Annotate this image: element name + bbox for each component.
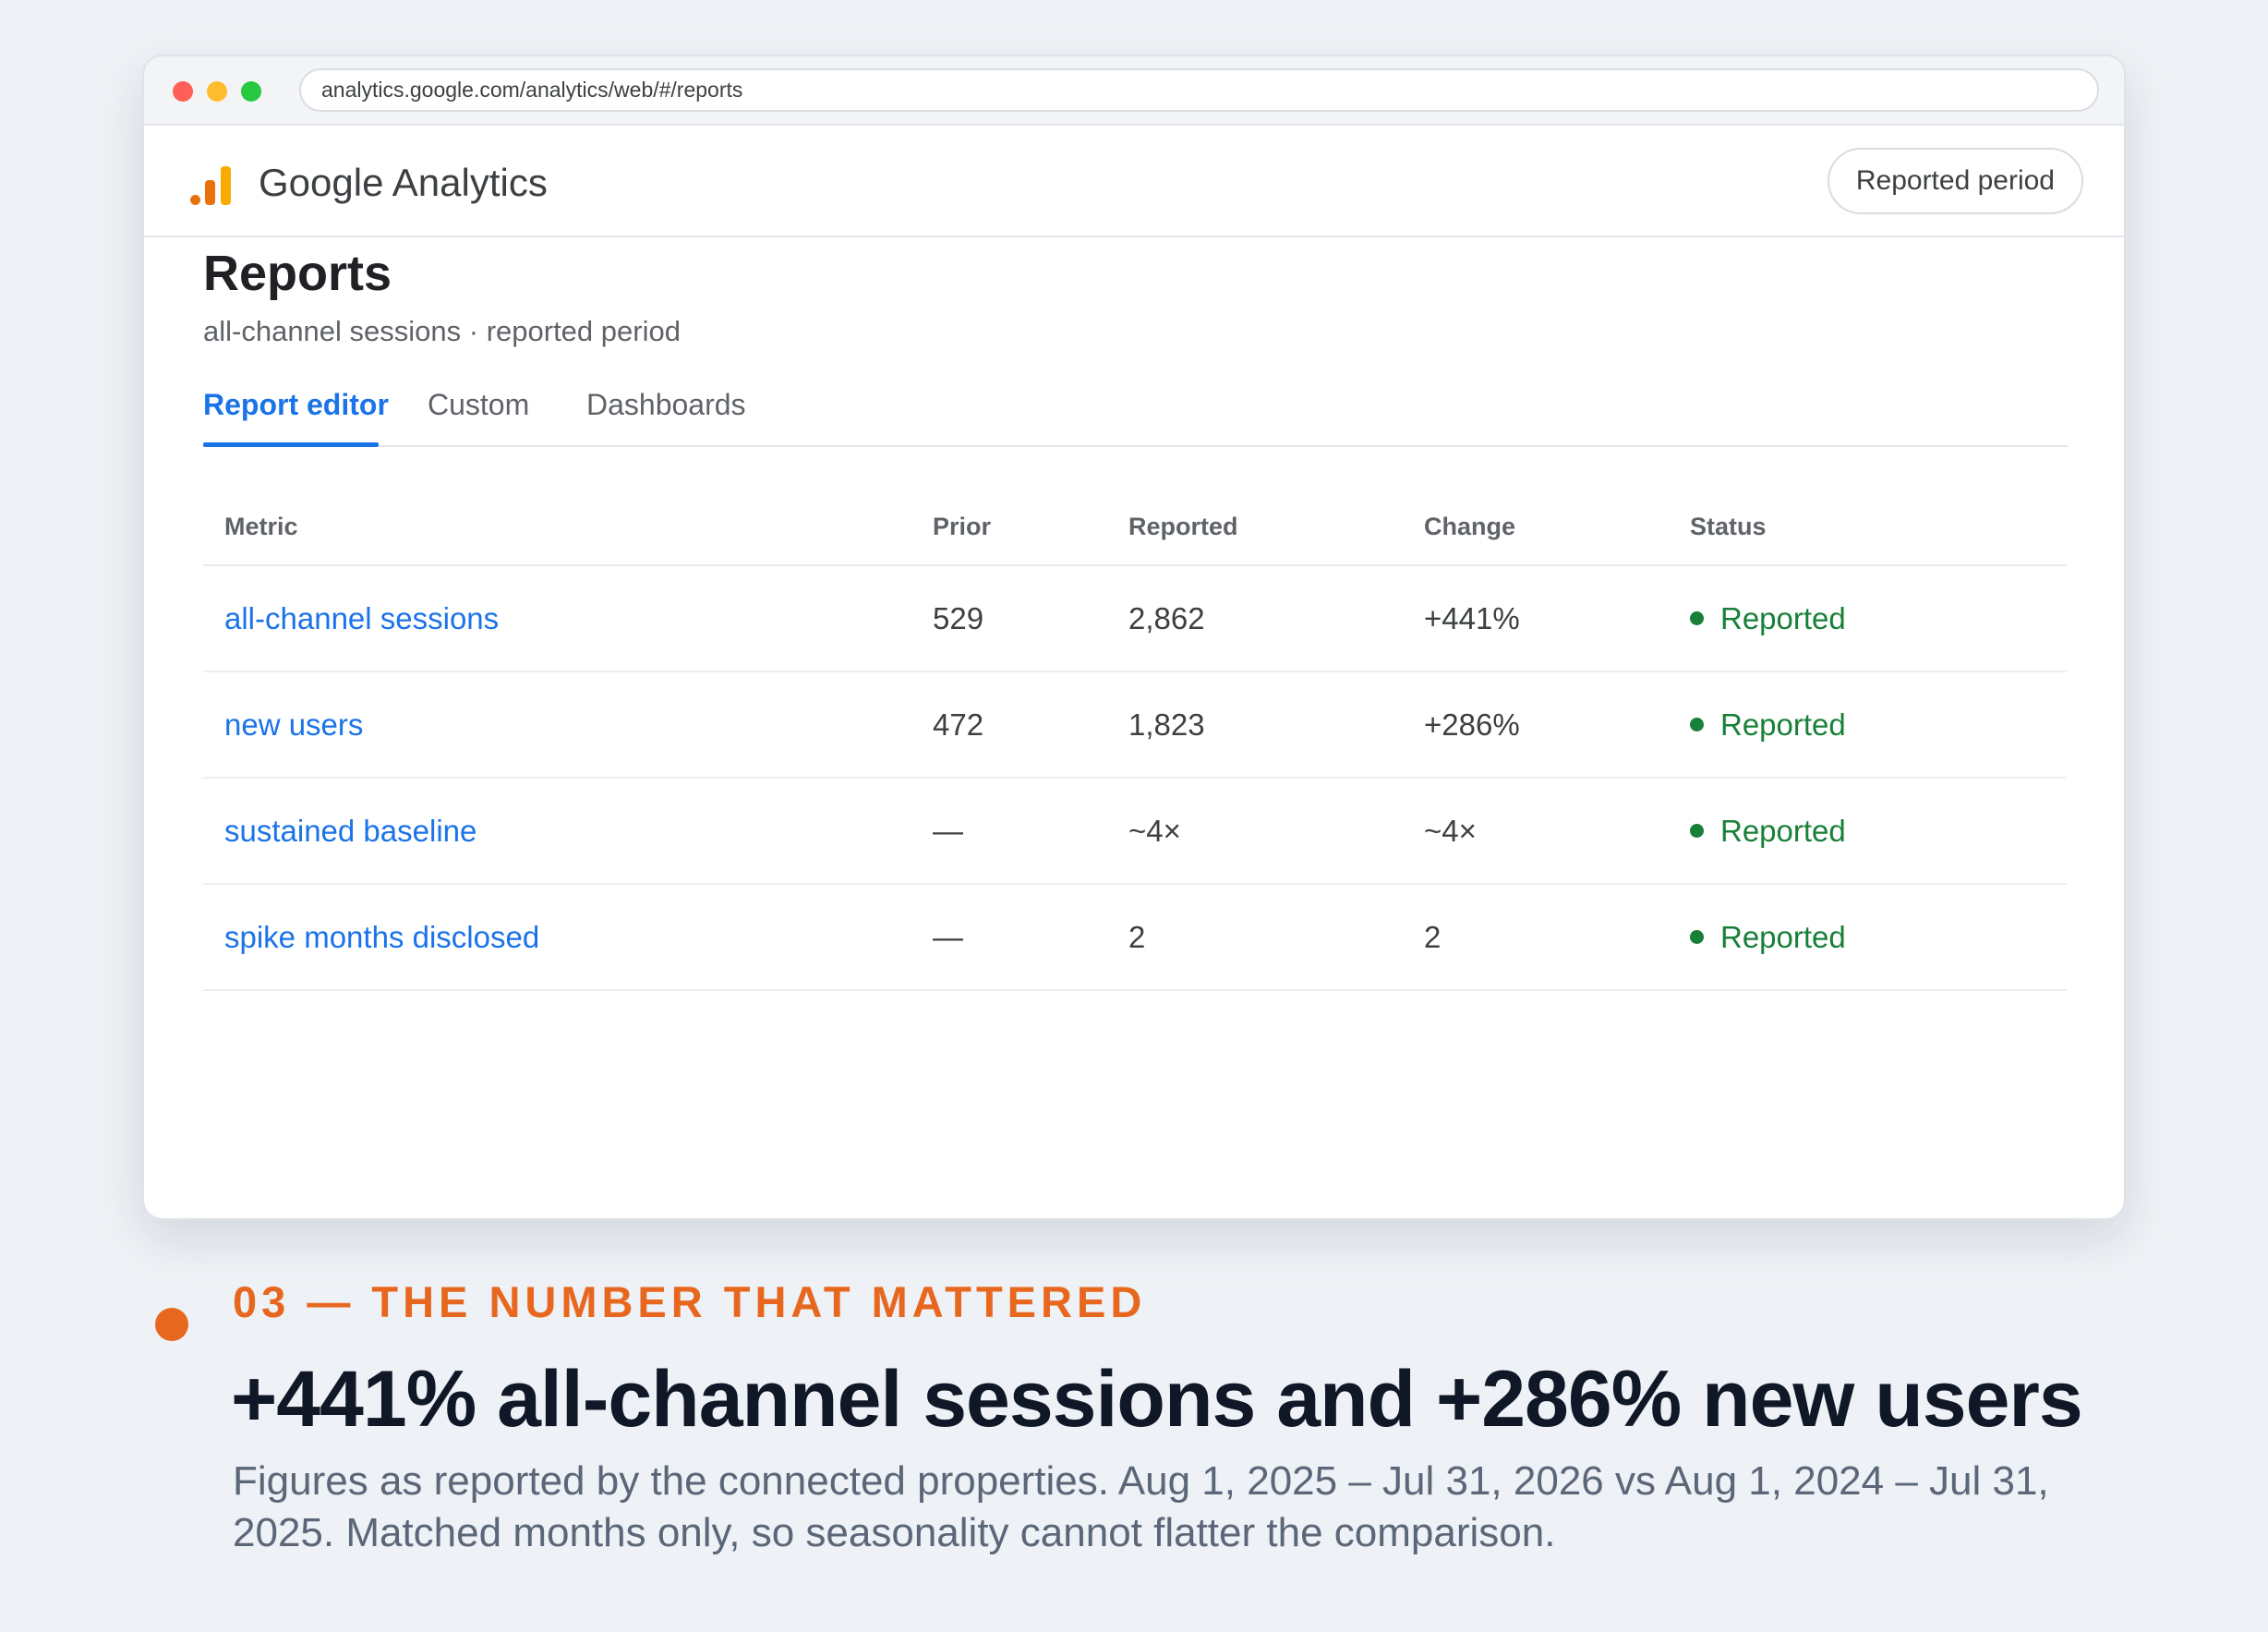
- tab-bar: Report editor Custom Dashboards: [203, 369, 2069, 447]
- status-cell: Reported: [1690, 671, 2067, 779]
- page-subtitle: all-channel sessions · reported period: [203, 315, 681, 347]
- status-label: Reported: [1720, 600, 1846, 635]
- maximize-window-button[interactable]: [241, 81, 261, 102]
- status-label: Reported: [1720, 919, 1846, 954]
- app-header: Google Analytics Reported period: [144, 126, 2124, 237]
- status-dot-icon: [1690, 718, 1704, 732]
- minimize-window-button[interactable]: [207, 81, 227, 102]
- status-dot-icon: [1690, 824, 1704, 839]
- page-title: Reports: [203, 246, 392, 301]
- prior-value: —: [933, 884, 1128, 991]
- column-header-metric[interactable]: Metric: [203, 490, 933, 566]
- change-value: ~4×: [1424, 778, 1690, 885]
- status-label: Reported: [1720, 813, 1846, 848]
- metric-link[interactable]: sustained baseline: [203, 778, 933, 885]
- caption-kicker: 03 — THE NUMBER THAT MATTERED: [233, 1277, 1147, 1326]
- table-row: new users 472 1,823 +286% Reported: [203, 671, 2067, 779]
- change-value: 2: [1424, 884, 1690, 991]
- reported-value: 1,823: [1128, 671, 1424, 779]
- table-row: sustained baseline — ~4× ~4× Reported: [203, 778, 2067, 885]
- status-cell: Reported: [1690, 778, 2067, 885]
- column-header-change[interactable]: Change: [1424, 490, 1690, 566]
- browser-window: analytics.google.com/analytics/web/#/rep…: [142, 54, 2126, 1220]
- change-value: +441%: [1424, 565, 1690, 672]
- reported-value: ~4×: [1128, 778, 1424, 885]
- column-header-status[interactable]: Status: [1690, 490, 2067, 566]
- prior-value: 529: [933, 565, 1128, 672]
- table-row: spike months disclosed — 2 2 Reported: [203, 884, 2067, 991]
- reported-value: 2: [1128, 884, 1424, 991]
- reported-value: 2,862: [1128, 565, 1424, 672]
- status-dot-icon: [1690, 930, 1704, 945]
- table-header-row: Metric Prior Reported Change Status: [203, 490, 2067, 566]
- close-window-button[interactable]: [173, 81, 193, 102]
- metric-link[interactable]: all-channel sessions: [203, 565, 933, 672]
- bullet-dot-icon: [155, 1308, 188, 1341]
- browser-chrome: analytics.google.com/analytics/web/#/rep…: [144, 56, 2124, 126]
- main-content: Reports all-channel sessions · reported …: [203, 237, 2069, 991]
- tab-dashboards[interactable]: Dashboards: [586, 388, 746, 421]
- analytics-logo-icon: [190, 164, 233, 205]
- table-row: all-channel sessions 529 2,862 +441% Rep…: [203, 565, 2067, 672]
- metrics-table: Metric Prior Reported Change Status all-…: [203, 490, 2067, 991]
- active-tab-indicator: [203, 442, 379, 447]
- column-header-prior[interactable]: Prior: [933, 490, 1128, 566]
- app-brand: Google Analytics: [259, 161, 548, 204]
- column-header-reported[interactable]: Reported: [1128, 490, 1424, 566]
- caption-headline: +441% all-channel sessions and +286% new…: [231, 1355, 2083, 1444]
- status-cell: Reported: [1690, 884, 2067, 991]
- reported-period-button[interactable]: Reported period: [1827, 148, 2083, 214]
- metric-link[interactable]: spike months disclosed: [203, 884, 933, 991]
- metric-link[interactable]: new users: [203, 671, 933, 779]
- status-label: Reported: [1720, 707, 1846, 742]
- status-cell: Reported: [1690, 565, 2067, 672]
- caption-description: Figures as reported by the connected pro…: [233, 1458, 2049, 1555]
- prior-value: —: [933, 778, 1128, 885]
- tab-custom[interactable]: Custom: [428, 388, 530, 421]
- address-bar[interactable]: analytics.google.com/analytics/web/#/rep…: [299, 68, 2099, 112]
- status-dot-icon: [1690, 611, 1704, 626]
- tab-report-editor[interactable]: Report editor: [203, 388, 389, 421]
- change-value: +286%: [1424, 671, 1690, 779]
- prior-value: 472: [933, 671, 1128, 779]
